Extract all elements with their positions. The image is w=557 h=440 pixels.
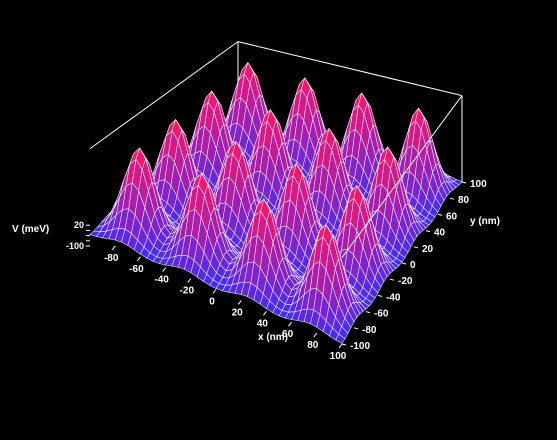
y-tick-label: -80 — [362, 325, 377, 336]
y-tick-mark — [341, 343, 347, 346]
x-tick-mark — [313, 332, 318, 338]
x-tick-mark — [111, 245, 116, 251]
y-tick-mark — [353, 327, 359, 330]
y-tick-mark — [365, 311, 371, 314]
y-tick-mark — [461, 181, 467, 184]
y-tick-mark — [437, 213, 443, 216]
x-tick-label: 20 — [232, 307, 244, 318]
x-axis-title: x (nm) — [258, 332, 288, 343]
y-tick-label: -100 — [350, 341, 370, 352]
x-axis-ticks: -80 -60 -40 -20 0 20 40 60 80 100 — [104, 245, 347, 362]
box-edge-front — [341, 95, 463, 258]
y-tick-label: -20 — [398, 276, 413, 287]
y-axis-title: y (nm) — [470, 216, 500, 227]
y-tick-mark — [449, 197, 455, 200]
y-tick-mark — [389, 278, 395, 281]
potential-surface — [89, 61, 463, 344]
y-tick-label: 40 — [434, 228, 446, 239]
y-tick-label: 100 — [470, 179, 487, 190]
y-tick-mark — [401, 262, 407, 265]
x-tick-label: 80 — [307, 340, 319, 351]
x-tick-mark — [187, 278, 192, 283]
y-tick-label: 80 — [458, 195, 470, 206]
x-tick-label: -60 — [129, 264, 144, 275]
x-tick-label: -40 — [154, 275, 169, 286]
z-tick-label: 20 — [74, 220, 84, 230]
x-tick-label: 60 — [282, 329, 294, 340]
y-tick-mark — [377, 294, 383, 297]
x-tick-label: 0 — [209, 297, 215, 308]
y-tick-mark — [425, 230, 431, 233]
z-tick-label: -100 — [66, 241, 84, 251]
x-tick-mark — [338, 343, 343, 349]
x-tick-label: -20 — [180, 286, 195, 297]
bounding-box-front — [341, 95, 463, 258]
y-tick-label: 0 — [410, 260, 416, 271]
box-edge-back — [237, 41, 463, 97]
y-tick-label: -40 — [386, 292, 401, 303]
y-tick-mark — [413, 246, 419, 249]
box-edge-back — [89, 41, 239, 150]
y-tick-label: 20 — [422, 244, 434, 255]
x-tick-mark — [212, 289, 217, 294]
surface-cell — [335, 333, 346, 344]
x-tick-mark — [262, 310, 267, 316]
z-axis-title: V (meV) — [12, 224, 49, 235]
y-tick-label: -60 — [374, 309, 389, 320]
y-tick-label: 60 — [446, 211, 458, 222]
x-tick-mark — [136, 256, 141, 262]
z-axis-ticks: -100 20 — [66, 220, 90, 251]
x-tick-label: 40 — [257, 318, 269, 329]
x-tick-label: -80 — [104, 253, 119, 264]
x-tick-mark — [162, 267, 167, 273]
x-tick-mark — [288, 321, 293, 327]
x-tick-mark — [237, 300, 242, 305]
x-tick-label: 100 — [330, 351, 347, 362]
